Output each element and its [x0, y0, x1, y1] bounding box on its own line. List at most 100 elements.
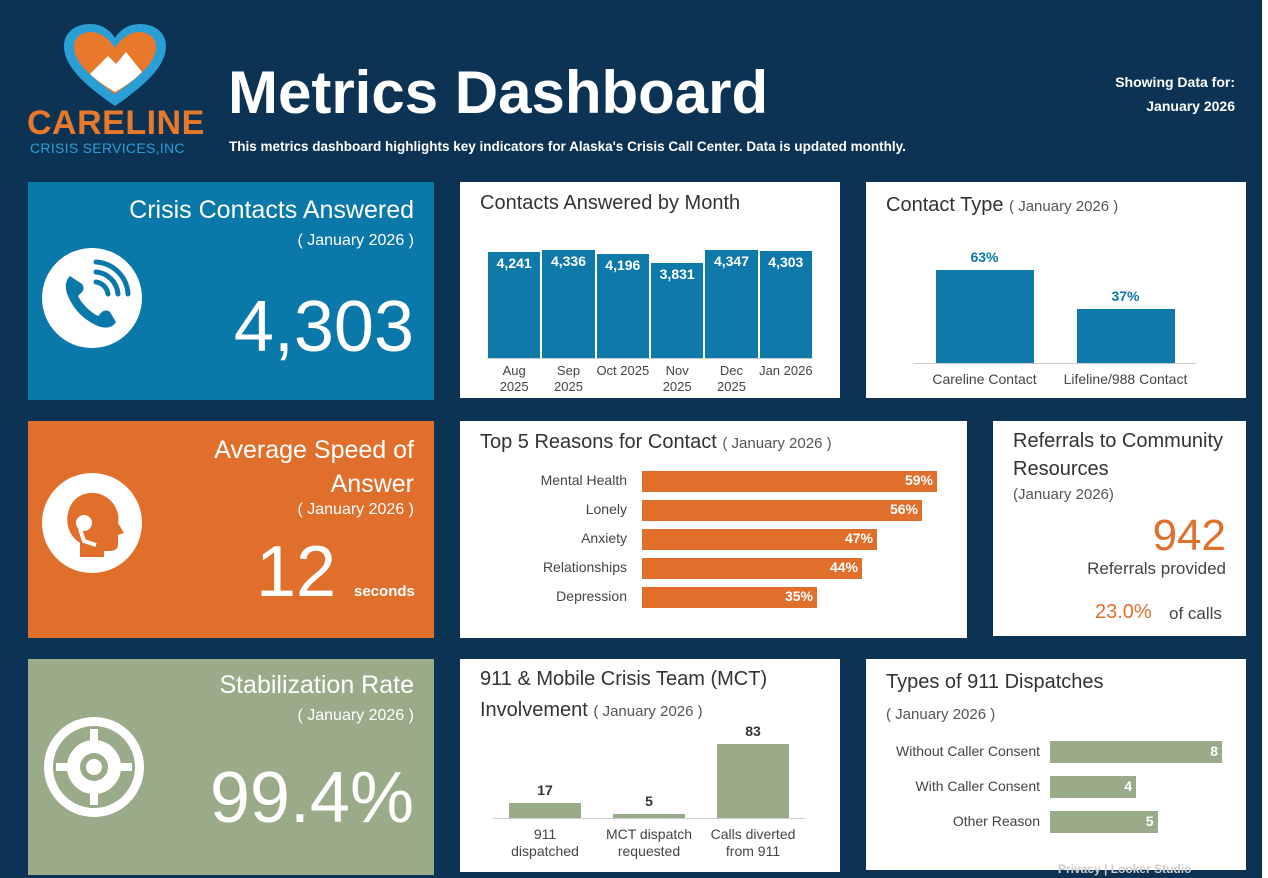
x-tick-label: Aug 2025: [499, 363, 529, 394]
axis-line: [914, 363, 1196, 364]
lifebuoy-icon: [44, 717, 144, 817]
x-tick-label: Careline Contact: [932, 371, 1037, 387]
referrals-share-caption: of calls: [1169, 604, 1222, 623]
y-tick-label: Anxiety: [581, 530, 627, 546]
logo-sub: CRISIS SERVICES,INC: [30, 140, 185, 156]
kpi-period: ( January 2026 ): [297, 232, 414, 249]
y-tick-label: Relationships: [542, 559, 627, 575]
y-tick-label: Mental Health: [540, 472, 627, 488]
chart-card: Types of 911 Dispatches( January 2026 ) …: [866, 659, 1246, 870]
x-tick-label: Nov 2025: [662, 363, 692, 394]
referrals-value: 942: [1152, 511, 1226, 560]
headset-icon: [42, 473, 142, 573]
value-label: 5: [1145, 813, 1154, 829]
bar: [651, 262, 704, 358]
bar: [705, 249, 758, 358]
x-tick-label: 911 dispatched: [511, 826, 579, 859]
value-label: 3,831: [659, 265, 695, 282]
referrals-caption: Referrals provided: [1087, 559, 1226, 578]
kpi-period: ( January 2026 ): [297, 707, 414, 724]
axis-line: [487, 358, 813, 359]
value-label: 44%: [829, 559, 858, 575]
chart-card: Top 5 Reasons for Contact ( January 2026…: [460, 421, 967, 638]
x-tick-label: Lifeline/988 Contact: [1063, 371, 1188, 387]
bar: [596, 253, 649, 358]
logo-name: CARELINE: [27, 104, 205, 142]
bar: [759, 250, 812, 358]
chart-period: ( January 2026 ): [593, 703, 703, 720]
chart-title: Top 5 Reasons for Contact: [480, 431, 717, 453]
referrals-title: Referrals to Community Resources: [1013, 430, 1224, 480]
chart-card: 911 & Mobile Crisis Team (MCT) Involveme…: [460, 659, 840, 872]
kpi-title: Stabilization Rate: [219, 671, 414, 699]
chart-period: ( January 2026 ): [886, 706, 996, 723]
x-tick-label: Oct 2025: [596, 363, 650, 378]
kpi-value: 99.4%: [209, 758, 414, 838]
value-label: 56%: [889, 501, 918, 517]
value-label: 4,347: [713, 252, 750, 269]
kpi-period: ( January 2026 ): [297, 501, 414, 518]
bar: [717, 743, 789, 818]
axis-line: [493, 818, 805, 819]
bar: [613, 813, 685, 818]
value-label: 37%: [1111, 287, 1140, 304]
value-label: 17: [537, 781, 553, 798]
looker-link[interactable]: Looker Studio: [1110, 862, 1192, 876]
bar: [642, 557, 862, 579]
y-tick-label: Without Caller Consent: [896, 743, 1040, 759]
chart-period: ( January 2026 ): [722, 435, 832, 452]
value-label: 83: [745, 722, 761, 739]
kpi-title: Crisis Contacts Answered: [129, 196, 414, 224]
value-label: 35%: [784, 588, 813, 604]
footer: Privacy | Looker Studio: [1058, 862, 1191, 876]
value-label: 5: [645, 792, 653, 809]
footer-separator: |: [1104, 862, 1108, 876]
value-label: 59%: [904, 472, 933, 488]
value-label: 4: [1124, 778, 1132, 794]
phone-icon: [42, 248, 142, 348]
y-tick-label: Lonely: [585, 501, 627, 517]
x-tick-label: Sep 2025: [554, 363, 583, 394]
bar: [935, 270, 1034, 363]
y-tick-label: Depression: [556, 588, 627, 604]
value-label: 63%: [970, 249, 999, 266]
chart-card: Contact Type ( January 2026 ) 63% Carelin…: [866, 182, 1246, 398]
chart-title: Types of 911 Dispatches: [886, 671, 1104, 693]
chart-title-wrap: Types of 911 Dispatches ( January 2026 ): [886, 667, 1146, 730]
chart-title-wrap: 911 & Mobile Crisis Team (MCT) Involveme…: [480, 664, 800, 727]
referrals-card: Referrals to Community Resources (Januar…: [993, 421, 1246, 636]
value-label: 4,336: [550, 253, 587, 270]
bar: [488, 252, 541, 358]
chart-card: Contacts Answered by Month 4,241 Aug 2025…: [460, 182, 840, 398]
showing-period: January 2026: [1146, 98, 1235, 114]
value-label: 4,196: [605, 256, 641, 273]
kpi-value: 4,303: [233, 287, 414, 367]
bar: [1050, 741, 1222, 763]
value-label: 47%: [844, 530, 873, 546]
kpi-card: Crisis Contacts Answered ( January 2026 …: [28, 182, 434, 400]
bar: [509, 802, 581, 818]
value-label: 4,241: [496, 255, 532, 272]
bar: [642, 586, 817, 608]
value-label: 4,303: [768, 253, 804, 270]
logo-heart: [64, 24, 166, 106]
bar: [642, 470, 937, 492]
x-tick-label: Dec 2025: [717, 363, 746, 394]
chart-title: Contact Type: [886, 194, 1004, 216]
referrals-share: 23.0%: [1095, 601, 1152, 623]
value-label: 8: [1210, 743, 1218, 759]
chart-title: Contacts Answered by Month: [480, 192, 741, 214]
page-subtitle: This metrics dashboard highlights key in…: [229, 139, 906, 154]
bar: [542, 250, 595, 358]
bar: [1050, 776, 1136, 798]
privacy-link[interactable]: Privacy: [1058, 862, 1101, 876]
y-tick-label: Other Reason: [952, 813, 1040, 829]
kpi-title: Average Speed of Answer: [214, 436, 414, 498]
showing-label: Showing Data for:: [1115, 74, 1235, 90]
bar: [642, 528, 877, 550]
chart-title: 911 & Mobile Crisis Team (MCT) Involveme…: [480, 668, 768, 721]
x-tick-label: Jan 2026: [759, 363, 813, 378]
bar: [1050, 811, 1158, 833]
